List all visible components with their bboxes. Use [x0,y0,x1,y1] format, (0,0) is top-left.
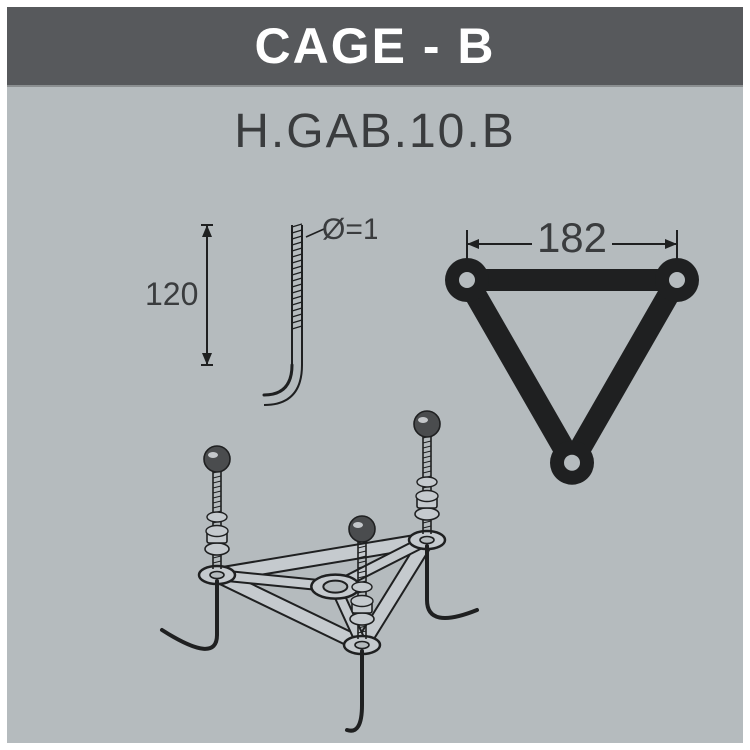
diagram-body: 120 Ø=10 182 [7,175,743,743]
subtitle-bar: H.GAB.10.B [7,85,743,175]
bolt-diameter-label: Ø=10 [322,213,377,246]
assembly-isometric [127,400,547,740]
product-code: H.GAB.10.B [234,104,515,159]
bolt-height-label: 120 [145,276,198,312]
triangle-width-label: 182 [537,214,607,261]
product-title: CAGE - B [255,17,496,75]
title-bar: CAGE - B [7,7,743,85]
